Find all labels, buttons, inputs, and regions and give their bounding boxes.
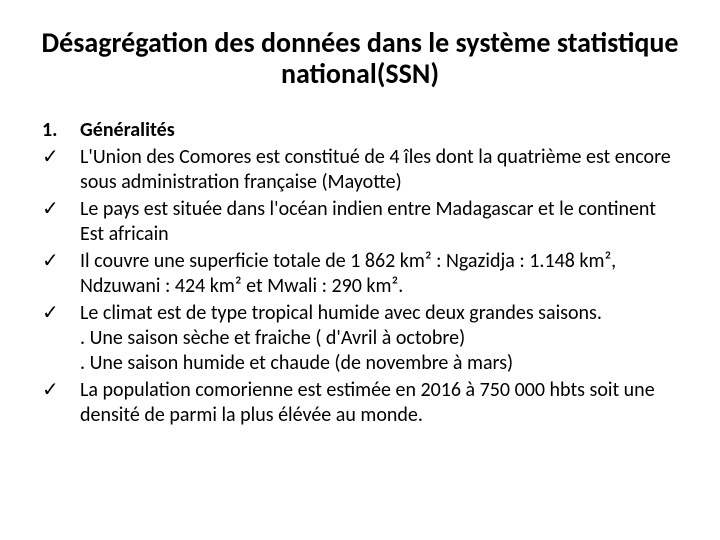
list-item-text: Le pays est située dans l'océan indien e… [80,197,680,247]
list-item-text: L'Union des Comores est constitué de 4 î… [80,145,680,195]
check-icon: ✓ [40,249,80,299]
list-item: 1.Généralités [40,118,680,143]
list-item-text: Il couvre une superficie totale de 1 862… [80,249,680,299]
list-item-text: La population comorienne est estimée en … [80,378,680,428]
list-number: 1. [40,118,80,143]
list-item-text: Généralités [80,118,680,143]
list-item: ✓L'Union des Comores est constitué de 4 … [40,145,680,195]
list-item: ✓ Le pays est située dans l'océan indien… [40,197,680,247]
check-icon: ✓ [40,197,80,247]
list-item: ✓Il couvre une superficie totale de 1 86… [40,249,680,299]
list-item: ✓ Le climat est de type tropical humide … [40,301,680,376]
check-icon: ✓ [40,378,80,428]
list-item: ✓ La population comorienne est estimée e… [40,378,680,428]
check-icon: ✓ [40,145,80,195]
slide-content: 1.Généralités✓L'Union des Comores est co… [40,118,680,430]
slide-title: Désagrégation des données dans le systèm… [40,28,680,90]
check-icon: ✓ [40,301,80,376]
list-item-text: Le climat est de type tropical humide av… [80,301,680,376]
